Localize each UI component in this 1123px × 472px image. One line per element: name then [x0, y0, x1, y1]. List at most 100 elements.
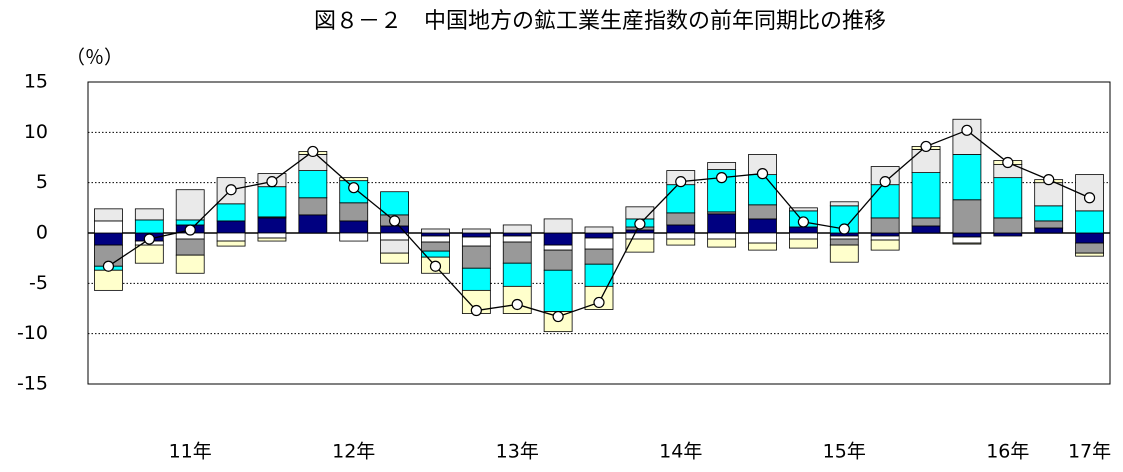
bar-segment	[461, 245, 491, 269]
line-marker	[389, 215, 401, 227]
bar-segment	[175, 238, 205, 256]
bar-segment	[1075, 242, 1104, 254]
bar-segment	[216, 232, 246, 242]
plot-frame	[87, 81, 1111, 385]
line-marker	[1083, 192, 1096, 204]
bar-segment	[421, 228, 450, 234]
line-marker	[143, 233, 155, 245]
y-tick-label: -5	[29, 272, 48, 294]
line-marker	[348, 182, 360, 194]
bar-segment	[829, 235, 859, 240]
bar-segment	[134, 244, 164, 264]
bar-segment	[870, 239, 900, 251]
bar-segment	[789, 207, 818, 212]
x-tick-label: 17年	[1068, 441, 1111, 463]
bar-segment	[911, 172, 941, 219]
bar-segment	[461, 267, 491, 291]
bar-segment	[543, 232, 573, 246]
bar-segment	[298, 214, 328, 234]
bar-segment	[952, 199, 982, 234]
bar-segment	[339, 177, 369, 182]
chart-title: 図８－２ 中国地方の鉱工業生産指数の前年同期比の推移	[314, 9, 886, 34]
line-marker	[266, 176, 278, 188]
bar-segment	[666, 184, 696, 214]
line-marker	[634, 218, 646, 230]
bar-segment	[380, 252, 410, 264]
bar-segment	[543, 269, 573, 312]
y-tick-label: 0	[36, 222, 48, 244]
line-marker	[879, 176, 891, 188]
bar-segment	[339, 220, 369, 234]
bar-segment	[870, 232, 900, 237]
bar-segment	[1034, 227, 1064, 234]
bar-segment	[380, 191, 410, 216]
y-axis-label: （％）	[66, 47, 123, 69]
y-tick-label: 10	[24, 121, 48, 143]
y-tick-label: -15	[17, 373, 48, 395]
bar-segment	[543, 218, 573, 234]
bar-segment	[421, 241, 450, 252]
bar-segment	[257, 217, 287, 234]
bar-segment	[584, 248, 614, 265]
bar-segment	[748, 232, 777, 244]
bar-segment	[1075, 252, 1104, 257]
bar-segment	[461, 228, 491, 234]
x-tick-label: 15年	[823, 441, 866, 463]
line-marker	[797, 216, 810, 228]
y-tick-label: 15	[24, 71, 48, 93]
bar-segment	[461, 232, 491, 238]
bar-segment	[666, 232, 696, 240]
x-tick-label: 13年	[496, 441, 539, 463]
line-marker	[307, 145, 319, 158]
bar-segment	[134, 208, 164, 221]
bar-segment	[298, 170, 328, 199]
bar-segment	[257, 186, 287, 218]
line-marker	[961, 124, 973, 136]
bar-segment	[339, 202, 369, 222]
y-tick-label: 5	[36, 171, 48, 193]
bar-segment	[993, 217, 1023, 234]
bar-segment	[707, 238, 737, 248]
bar-segment	[666, 224, 696, 234]
bar-segment	[625, 232, 655, 240]
bar-segment	[789, 238, 818, 249]
bar-segment	[789, 226, 818, 234]
line-marker	[756, 168, 769, 180]
bar-segment	[748, 218, 777, 234]
line-marker	[470, 304, 482, 317]
bar-segment	[421, 235, 450, 243]
bar-segment	[502, 262, 532, 287]
x-tick-label: 11年	[169, 441, 212, 463]
bar-segment	[707, 213, 737, 234]
bar-segment	[666, 212, 696, 226]
bar-segment	[1075, 210, 1104, 234]
bar-segment	[502, 235, 532, 243]
y-tick-label: -10	[17, 322, 48, 344]
bar-segment	[461, 236, 491, 247]
bar-segment	[502, 232, 532, 237]
bar-segment	[829, 244, 859, 263]
bar-segment	[952, 118, 982, 155]
bar-segment	[666, 238, 696, 246]
bar-segment	[584, 232, 614, 239]
bar-segment	[952, 242, 982, 245]
bar-segment	[829, 238, 859, 246]
bar-segment	[952, 232, 982, 238]
bar-segment	[380, 232, 410, 241]
x-tick-label: 16年	[986, 441, 1029, 463]
line-marker	[593, 296, 605, 309]
bar-segment	[584, 226, 614, 234]
bar-segment	[911, 225, 941, 234]
bar-segment	[94, 220, 123, 234]
bar-segment	[94, 208, 123, 222]
line-marker	[920, 140, 932, 153]
bar-segment	[870, 235, 900, 241]
bar-segment	[134, 219, 164, 234]
bar-segment	[707, 232, 737, 240]
bar-segment	[298, 197, 328, 216]
bar-segment	[911, 149, 941, 174]
line-marker	[102, 260, 115, 272]
bar-segment	[584, 237, 614, 250]
bar-segment	[911, 217, 941, 227]
